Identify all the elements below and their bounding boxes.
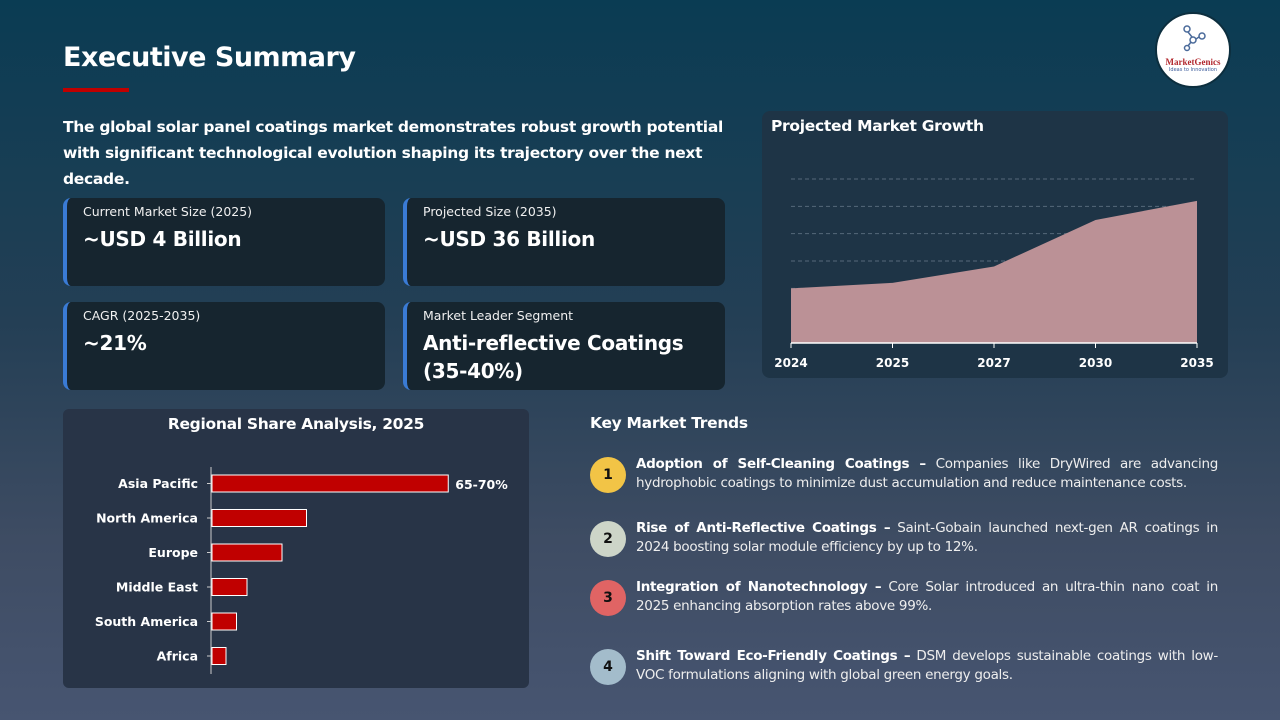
category-label: Europe — [148, 545, 198, 560]
x-tick-label: 2027 — [977, 356, 1010, 370]
bar — [211, 578, 248, 596]
card-current-market-size: Current Market Size (2025) ~USD 4 Billio… — [63, 198, 385, 286]
area-series — [791, 200, 1197, 343]
projected-growth-panel: Projected Market Growth 2024 2025 2027 2030… — [762, 111, 1228, 378]
network-icon — [1183, 25, 1206, 52]
bar — [211, 509, 307, 527]
logo-tagline: Ideas to Innovation — [1168, 67, 1218, 73]
trend-item: 3 Integration of Nanotechnology – Core S… — [590, 578, 1220, 628]
category-label: Asia Pacific — [118, 476, 198, 491]
chart-title: Projected Market Growth — [771, 117, 984, 135]
trend-heading: Integration of Nanotechnology – — [636, 579, 882, 595]
x-tick-label: 2035 — [1180, 356, 1213, 370]
trend-number-badge: 1 — [590, 457, 626, 493]
regional-share-panel: Regional Share Analysis, 2025 Asia Pacif… — [63, 409, 529, 688]
trend-text: Rise of Anti-Reflective Coatings – Saint… — [636, 519, 1218, 557]
bar — [211, 474, 449, 493]
card-value: ~21% — [83, 331, 147, 355]
category-label: South America — [95, 614, 198, 629]
trend-body: Companies like DryWired are advancing hy… — [636, 456, 1219, 491]
bar — [211, 647, 227, 665]
trend-heading: Adoption of Self-Cleaning Coatings – — [636, 456, 926, 472]
trend-text: Integration of Nanotechnology – Core Sol… — [636, 578, 1218, 616]
trend-number-badge: 2 — [590, 521, 626, 557]
trends-title: Key Market Trends — [590, 414, 748, 432]
title-underline — [63, 88, 129, 92]
card-cagr: CAGR (2025-2035) ~21% — [63, 302, 385, 390]
card-label: Current Market Size (2025) — [83, 204, 253, 219]
card-label: Market Leader Segment — [423, 308, 574, 323]
card-value: ~USD 4 Billion — [83, 227, 242, 251]
trend-heading: Shift Toward Eco-Friendly Coatings – — [636, 648, 911, 664]
card-projected-size: Projected Size (2035) ~USD 36 Billion — [403, 198, 725, 286]
data-label: 65-70% — [455, 477, 508, 492]
card-label: CAGR (2025-2035) — [83, 308, 201, 323]
card-market-leader: Market Leader Segment Anti-reflective Co… — [403, 302, 725, 390]
trend-text: Shift Toward Eco-Friendly Coatings – DSM… — [636, 647, 1218, 685]
card-value: ~USD 36 Billion — [423, 227, 595, 251]
category-label: Middle East — [116, 580, 198, 595]
x-tick-label: 2024 — [774, 356, 807, 370]
trend-item: 4 Shift Toward Eco-Friendly Coatings – D… — [590, 647, 1220, 697]
trend-number-badge: 3 — [590, 580, 626, 616]
card-label: Projected Size (2035) — [423, 204, 557, 219]
card-value: Anti-reflective Coatings (35-40%) — [423, 331, 684, 383]
bar — [211, 543, 283, 562]
trend-body: DSM develops sustainable coatings with l… — [636, 648, 1218, 683]
trend-text: Adoption of Self-Cleaning Coatings – Com… — [636, 455, 1218, 493]
bar-chart: Asia Pacific 65-70% North America Europe Mid… — [95, 467, 508, 674]
category-label: Africa — [157, 649, 198, 664]
x-tick-label: 2030 — [1079, 356, 1112, 370]
page-title: Executive Summary — [63, 42, 356, 73]
intro-text: The global solar panel coatings market d… — [63, 118, 723, 188]
trend-item: 2 Rise of Anti-Reflective Coatings – Sai… — [590, 519, 1220, 569]
trend-number-badge: 4 — [590, 649, 626, 685]
chart-title: Regional Share Analysis, 2025 — [167, 415, 425, 433]
category-label: North America — [96, 511, 198, 526]
trend-body: Saint-Gobain launched next-gen AR coatin… — [636, 520, 1219, 555]
logo: MarketGenics Ideas to Innovation — [1155, 12, 1231, 88]
x-tick-label: 2025 — [876, 356, 909, 370]
trend-heading: Rise of Anti-Reflective Coatings – — [636, 520, 891, 536]
area-chart: 2024 2025 2027 2030 2035 — [774, 178, 1214, 370]
logo-name: MarketGenics — [1165, 57, 1221, 67]
trend-body: Core Solar introduced an ultra-thin nano… — [636, 579, 1219, 614]
bar — [211, 612, 237, 631]
trend-item: 1 Adoption of Self-Cleaning Coatings – C… — [590, 455, 1220, 505]
